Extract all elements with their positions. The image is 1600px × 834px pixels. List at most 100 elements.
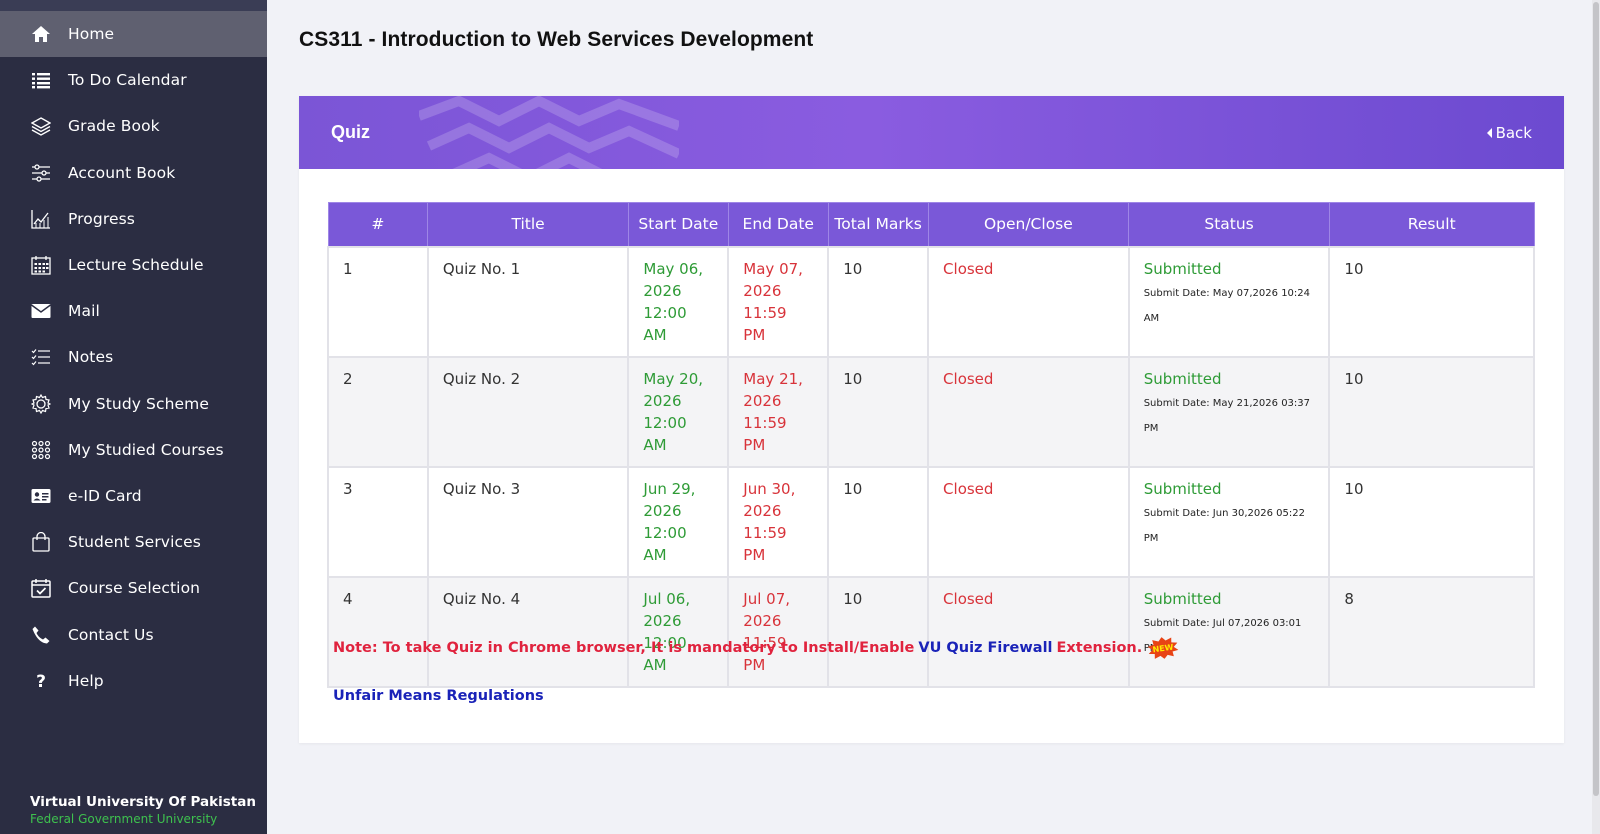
home-icon [30, 23, 52, 45]
start-date-part: 2026 [643, 391, 682, 410]
cell-title: Quiz No. 2 [426, 355, 630, 468]
column-header: Status [1128, 202, 1330, 247]
end-date-part: Jul 07, [743, 589, 791, 608]
cell-start-date: Jul 06, 2026 12:00 AM [627, 575, 730, 688]
quiz-result: 10 [1344, 479, 1364, 498]
layers-icon [30, 115, 52, 137]
submit-date: Submit Date: May 07,2026 10:24 AM [1143, 287, 1311, 324]
sidebar-item-label: Lecture Schedule [68, 256, 204, 275]
table-header-row: # Title Start Date End Date Total Marks Open/… [327, 202, 1535, 247]
university-name: Virtual University Of Pakistan [30, 794, 256, 810]
total-marks: 10 [843, 589, 863, 608]
sidebar-item-label: Grade Book [68, 117, 160, 136]
quiz-firewall-link[interactable]: VU Quiz Firewall [918, 640, 1053, 656]
open-close-status: Closed [943, 479, 994, 498]
status-badge: Submitted [1143, 589, 1222, 608]
university-subtitle: Federal Government University [30, 812, 218, 826]
sidebar-item-label: Help [68, 671, 104, 690]
sidebar-item-label: Mail [68, 302, 100, 321]
sidebar-item-label: Home [68, 25, 115, 44]
sidebar-item-label: Progress [68, 209, 135, 228]
sidebar-item-student-services[interactable]: Student Services [0, 519, 267, 565]
end-date-part: 11:59 PM [743, 303, 787, 344]
sidebar-item-mail[interactable]: Mail [0, 288, 267, 334]
sidebar-item-lecture-schedule[interactable]: Lecture Schedule [0, 242, 267, 288]
sidebar-item-notes[interactable]: Notes [0, 334, 267, 380]
cell-title: Quiz No. 3 [426, 465, 630, 578]
page-scrollbar[interactable] [1592, 0, 1600, 834]
cell-number: 3 [327, 465, 429, 578]
sidebar-item-progress[interactable]: Progress [0, 196, 267, 242]
start-date-part: May 20, [643, 369, 704, 388]
end-date-part: 11:59 PM [743, 523, 787, 564]
column-header: Title [427, 202, 629, 247]
start-date-part: 2026 [643, 611, 682, 630]
sidebar-item-contact-us[interactable]: Contact Us [0, 611, 267, 657]
sidebar-item-grade-book[interactable]: Grade Book [0, 103, 267, 149]
total-marks: 10 [843, 259, 863, 278]
end-date-part: May 07, [743, 259, 803, 278]
end-date-part: 2026 [743, 281, 782, 300]
sidebar-item-my-study-scheme[interactable]: My Study Scheme [0, 381, 267, 427]
submit-date: Submit Date: May 21,2026 03:37 PM [1143, 397, 1311, 434]
column-header: Start Date [627, 202, 729, 247]
sidebar-footer: Virtual University Of Pakistan Federal G… [30, 794, 256, 826]
dots-grid-icon [30, 439, 52, 461]
quiz-number: 4 [343, 589, 353, 608]
sidebar-item-label: To Do Calendar [68, 71, 187, 90]
cell-status: Submitted Submit Date: Jun 30,2026 05:22 … [1127, 465, 1331, 578]
cell-open-close: Closed [927, 575, 1130, 688]
unfair-means-regulations-link[interactable]: Unfair Means Regulations [333, 688, 544, 704]
quiz-result: 10 [1344, 369, 1364, 388]
quiz-title: Quiz No. 4 [442, 589, 521, 608]
table-row: 1 Quiz No. 1 May 06, 2026 12:00 AM May 07, 202… [327, 245, 1535, 358]
sidebar-item-label: Course Selection [68, 579, 201, 598]
sidebar-item-label: Notes [68, 348, 114, 367]
sidebar-item-course-selection[interactable]: Course Selection [0, 565, 267, 611]
cell-start-date: Jun 29, 2026 12:00 AM [627, 465, 730, 578]
cell-open-close: Closed [927, 465, 1130, 578]
end-date-part: Jun 30, [743, 479, 796, 498]
quiz-number: 2 [343, 369, 353, 388]
table-row: 2 Quiz No. 2 May 20, 2026 12:00 AM May 21, 202… [327, 355, 1535, 468]
start-date-part: 12:00 AM [643, 633, 687, 674]
cell-title: Quiz No. 4 [426, 575, 630, 688]
cell-end-date: May 07, 2026 11:59 PM [727, 245, 830, 358]
sidebar-item-home[interactable]: Home [0, 11, 267, 58]
note-suffix: Extension. [1056, 640, 1143, 656]
sidebar-item-to-do-calendar[interactable]: To Do Calendar [0, 57, 267, 103]
sidebar-item-label: My Study Scheme [68, 394, 210, 413]
open-close-status: Closed [943, 369, 994, 388]
sidebar-item-label: Student Services [68, 533, 201, 552]
new-badge-icon: NEW [1147, 635, 1180, 661]
back-label: Back [1495, 123, 1532, 142]
status-badge: Submitted [1143, 369, 1222, 388]
cell-title: Quiz No. 1 [426, 245, 630, 358]
column-header: # [327, 202, 429, 247]
scrollbar-thumb[interactable] [1593, 2, 1599, 796]
sidebar: Home To Do Calendar Grade Book Account Book… [0, 0, 267, 834]
quiz-title: Quiz No. 1 [442, 259, 521, 278]
end-date-part: 11:59 PM [743, 413, 787, 454]
end-date-part: 2026 [743, 391, 782, 410]
column-header: End Date [727, 202, 829, 247]
checklist-icon [30, 346, 52, 368]
sidebar-item-help[interactable]: ? Help [0, 658, 267, 704]
table-body: 1 Quiz No. 1 May 06, 2026 12:00 AM May 07, 202… [327, 245, 1535, 688]
start-date-part: May 06, [643, 259, 704, 278]
status-badge: Submitted [1143, 479, 1222, 498]
cell-end-date: Jul 07, 2026 11:59 PM [727, 575, 830, 688]
cell-total-marks: 10 [827, 575, 930, 688]
cell-total-marks: 10 [827, 355, 930, 468]
sidebar-item-my-studied-courses[interactable]: My Studied Courses [0, 427, 267, 473]
sidebar-item-e-id-card[interactable]: e-ID Card [0, 473, 267, 519]
cell-open-close: Closed [927, 245, 1130, 358]
header-pattern-decoration [419, 96, 679, 169]
cell-open-close: Closed [927, 355, 1130, 468]
end-date-part: 11:59 PM [743, 633, 787, 674]
back-link[interactable]: Back [1486, 123, 1532, 142]
sidebar-nav: Home To Do Calendar Grade Book Account Book… [0, 11, 267, 704]
sidebar-item-account-book[interactable]: Account Book [0, 150, 267, 196]
cell-status: Submitted Submit Date: May 21,2026 03:37 … [1127, 355, 1331, 468]
cell-result: 10 [1328, 355, 1535, 468]
